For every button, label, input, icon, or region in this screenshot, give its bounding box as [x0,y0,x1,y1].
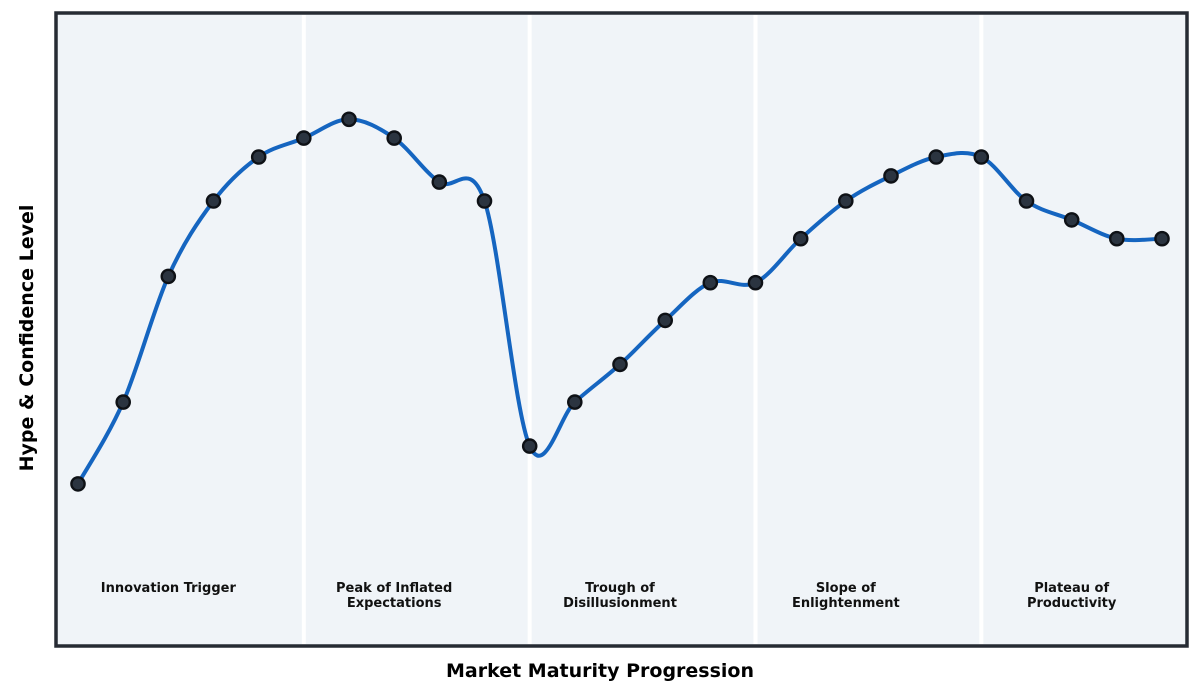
data-point-marker [838,193,854,209]
data-point-marker [657,312,674,329]
data-point-marker [476,193,493,209]
data-point-marker [1154,230,1170,247]
data-point-marker [1063,212,1080,228]
phase-label-innovation-trigger: Innovation Trigger [100,581,236,596]
plot-border [54,11,1189,648]
data-point-marker [1018,193,1035,209]
data-point-marker [567,394,583,410]
data-point-marker [883,168,899,184]
data-point-marker [702,274,719,291]
data-point-marker [1109,230,1125,247]
data-point-marker [115,394,131,410]
data-point-marker [386,130,403,146]
data-point-marker [341,111,357,128]
data-point-marker [295,130,312,146]
data-point-marker [250,149,267,165]
data-point-marker [612,356,628,373]
data-point-marker [521,438,538,454]
plot-background [56,13,1187,646]
phase-label-trough-of-disillusionment: Trough of Disillusionment [563,581,677,612]
data-point-marker [792,230,809,247]
data-point-marker [928,149,945,165]
phase-label-peak-of-inflated-expectations: Peak of Inflated Expectations [336,581,453,612]
data-point-marker [70,476,86,492]
x-axis-label: Market Maturity Progression [445,660,755,682]
phase-label-slope-of-enlightenment: Slope of Enlightenment [791,581,900,612]
data-point-marker [431,174,448,190]
data-point-marker [973,149,990,165]
data-point-marker [160,268,177,285]
data-point-marker [205,193,222,209]
phase-label-plateau-of-productivity: Plateau of Productivity [1026,581,1117,612]
data-point-marker [747,274,764,291]
